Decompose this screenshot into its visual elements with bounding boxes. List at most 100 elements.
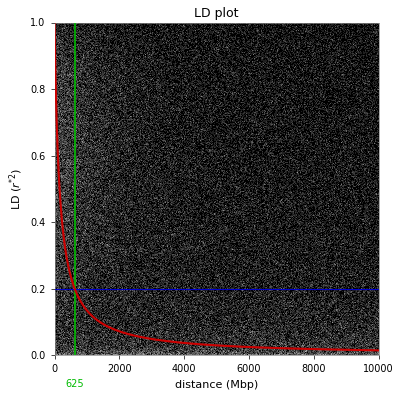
Point [298,352,305,358]
Point [149,234,155,241]
Point [236,46,243,52]
Point [226,328,232,334]
Point [269,193,275,199]
Point [197,179,204,186]
Point [158,302,164,308]
Point [170,230,177,237]
Point [101,181,108,187]
Point [236,226,243,232]
Point [153,195,160,201]
Point [81,181,87,187]
Point [177,318,184,325]
Point [314,49,320,56]
Point [275,85,282,91]
Point [77,191,83,197]
Point [186,119,193,126]
Point [346,229,352,236]
Point [253,267,259,273]
Point [326,322,332,328]
Point [354,311,360,317]
Point [108,28,114,34]
Point [238,250,245,256]
Point [222,202,228,208]
Point [70,299,76,306]
Point [343,165,349,171]
Point [319,263,325,269]
Point [283,179,290,185]
Point [361,225,368,231]
Point [253,302,260,308]
Point [119,235,126,242]
Point [63,289,70,295]
Point [127,234,134,241]
Point [79,275,85,281]
Point [244,319,251,325]
Point [190,331,196,338]
Point [78,334,85,341]
Point [264,299,271,305]
Point [160,112,166,118]
Point [346,329,353,335]
Point [113,87,119,94]
Point [69,114,76,121]
Point [58,287,65,294]
Point [265,148,272,154]
Point [164,168,170,174]
Point [71,269,77,275]
Point [239,213,245,219]
Point [59,156,65,162]
Point [233,329,239,335]
Point [233,339,240,346]
Point [51,171,58,177]
Point [106,235,113,242]
Point [91,92,97,98]
Point [304,307,311,314]
Point [276,329,282,335]
Point [124,197,130,203]
Point [178,126,184,132]
Point [130,169,136,175]
Point [286,295,293,301]
Point [310,77,316,83]
Point [96,53,103,59]
Point [136,333,142,339]
Point [134,197,141,203]
Point [300,347,307,353]
Point [61,331,67,337]
Point [261,323,267,330]
Point [253,208,259,214]
Point [205,68,211,74]
Point [310,320,316,327]
Point [96,54,103,60]
Point [112,139,119,145]
Point [322,175,328,182]
Point [309,351,315,358]
Point [99,253,105,260]
Point [103,351,109,357]
Point [141,113,148,119]
Point [195,243,202,249]
Point [92,237,99,243]
Point [211,253,218,259]
Point [109,298,115,304]
Point [83,140,90,146]
Point [225,347,231,354]
Point [142,334,149,341]
Point [361,166,368,172]
Point [329,351,336,358]
Point [142,300,149,306]
Point [348,119,354,125]
Point [257,115,263,121]
Point [265,337,272,343]
Point [360,241,366,247]
Point [256,240,263,246]
Point [88,55,94,62]
Point [182,249,188,256]
Point [213,231,219,238]
Point [298,75,304,81]
Point [173,351,179,358]
Point [207,222,213,228]
Point [104,27,110,33]
Point [83,40,89,47]
Point [334,350,340,356]
